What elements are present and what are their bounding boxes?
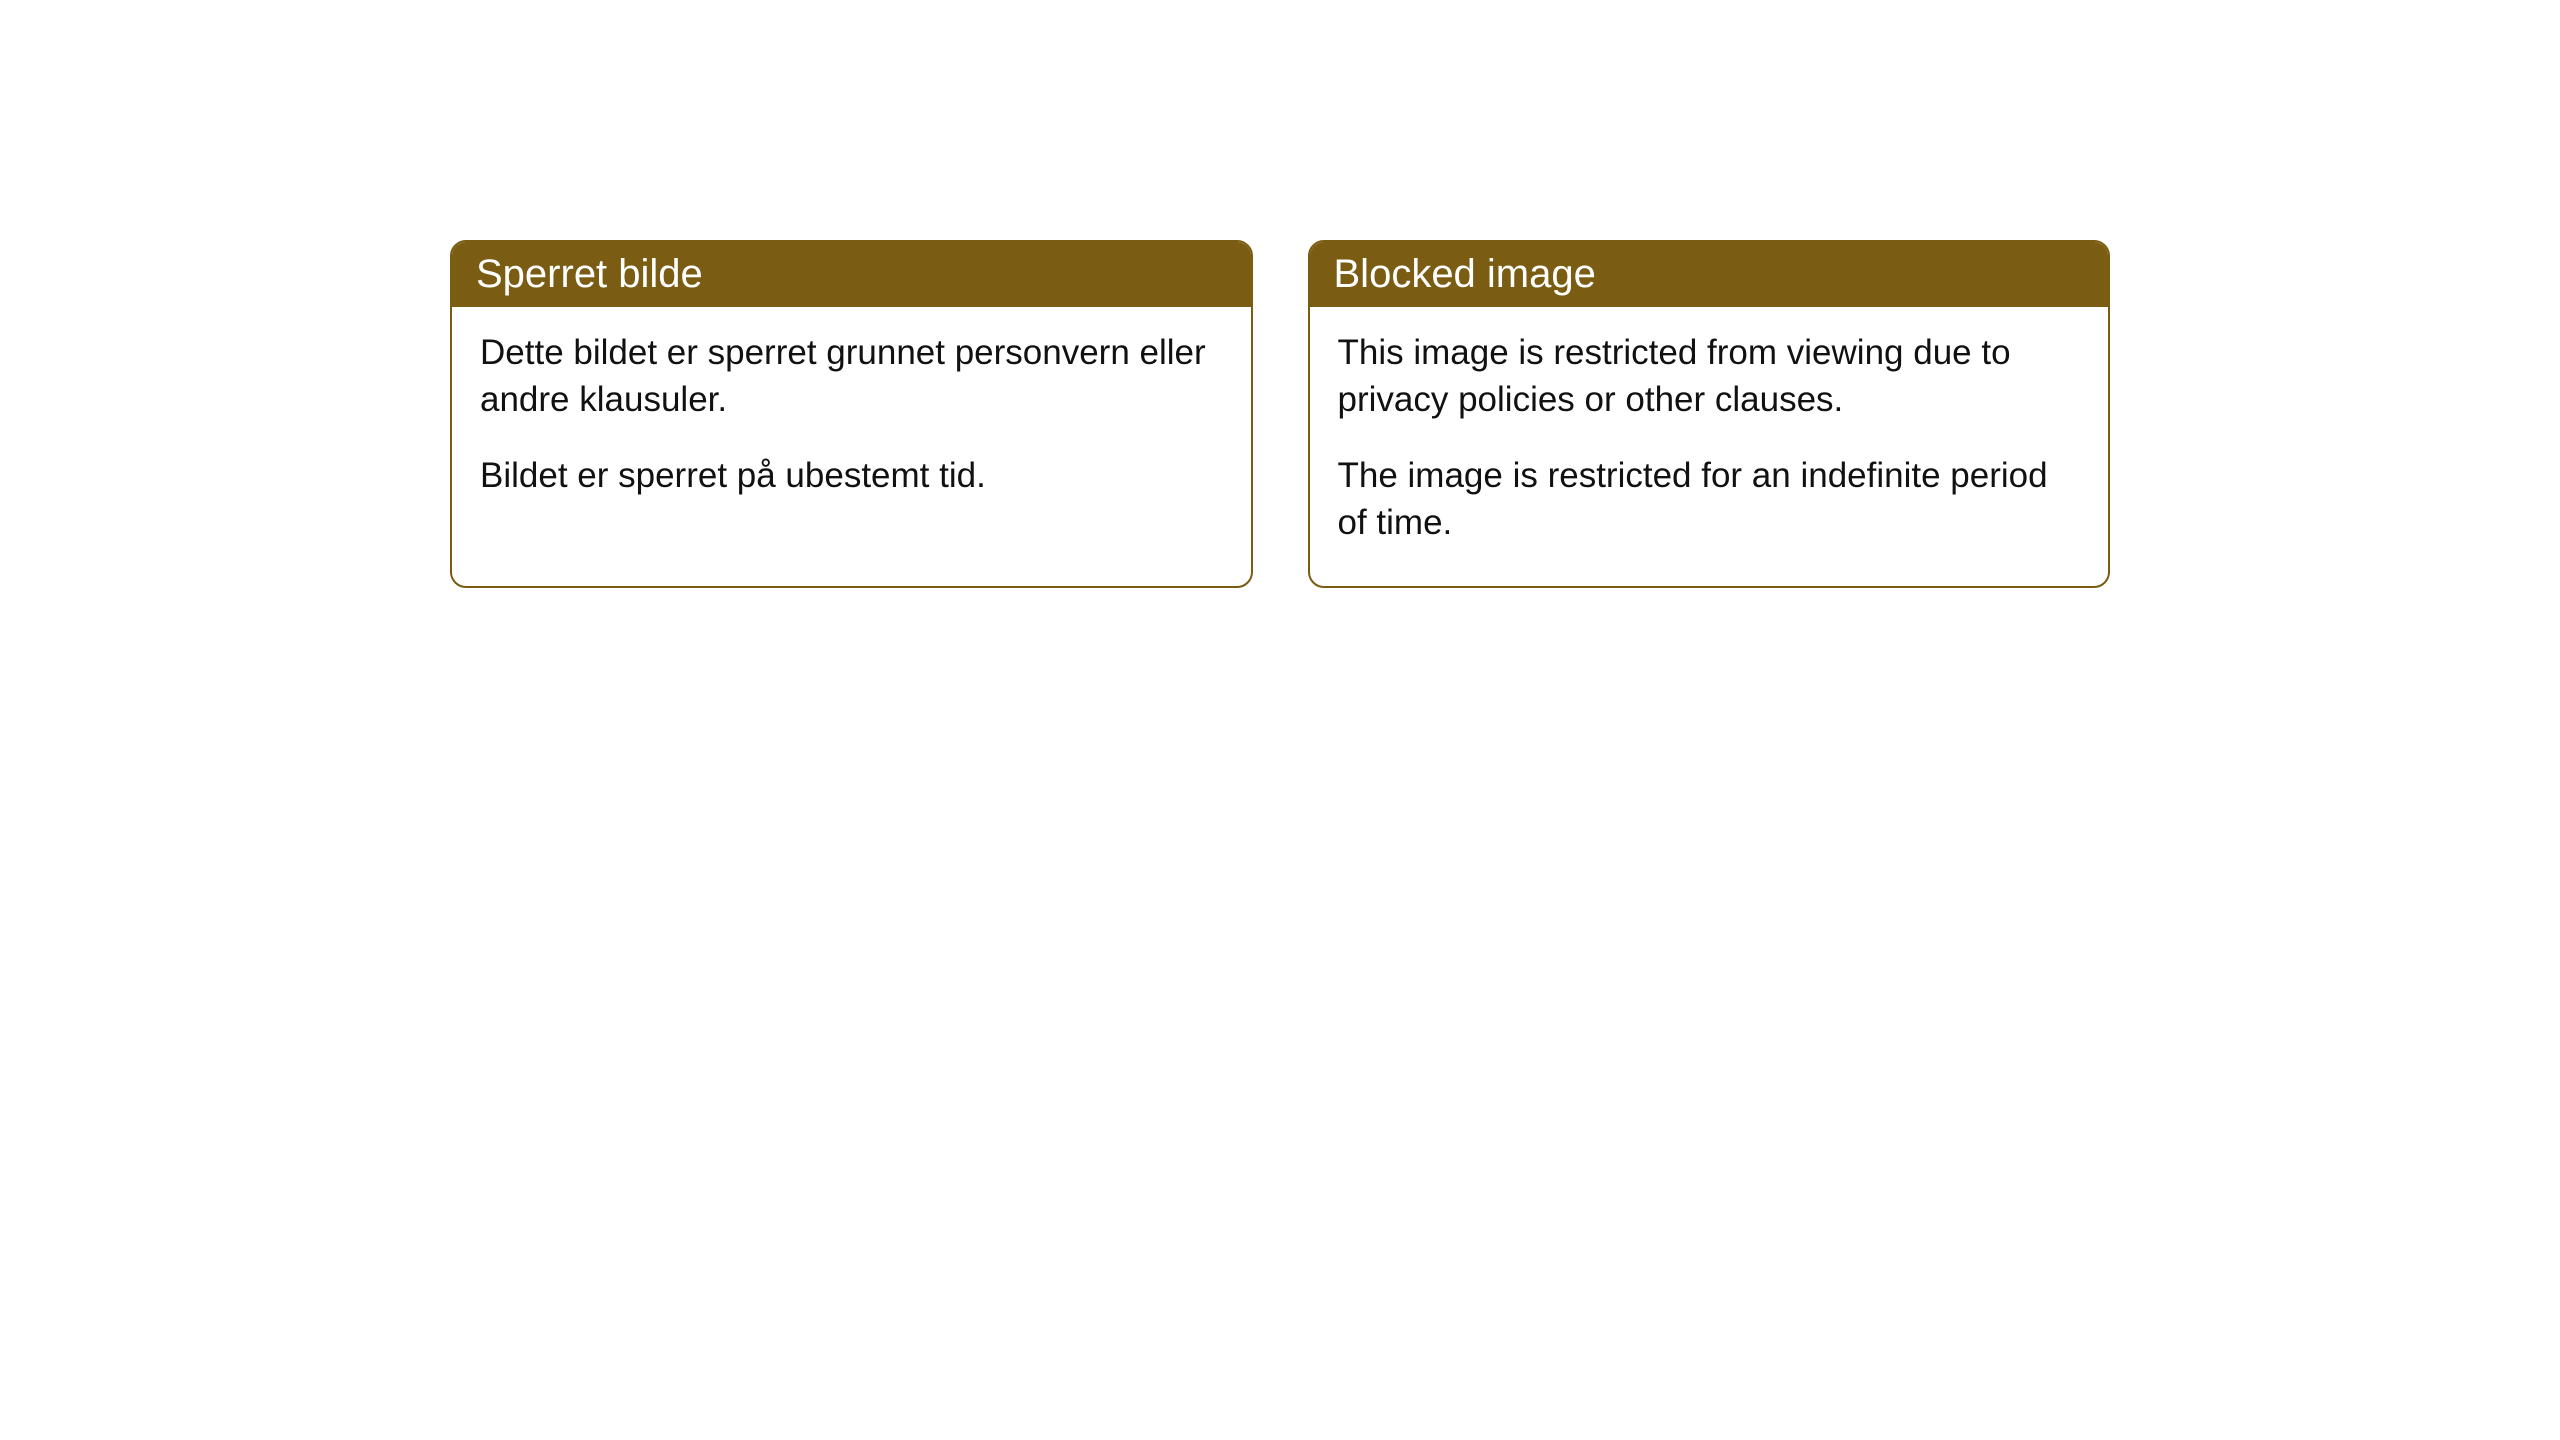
card-paragraph-1: Dette bildet er sperret grunnet personve…: [480, 329, 1223, 424]
card-body-norwegian: Dette bildet er sperret grunnet personve…: [452, 307, 1251, 539]
card-paragraph-1: This image is restricted from viewing du…: [1338, 329, 2081, 424]
blocked-image-card-norwegian: Sperret bilde Dette bildet er sperret gr…: [450, 240, 1253, 588]
card-title: Blocked image: [1334, 252, 1596, 296]
card-body-english: This image is restricted from viewing du…: [1310, 307, 2109, 586]
card-header-norwegian: Sperret bilde: [452, 242, 1251, 307]
cards-container: Sperret bilde Dette bildet er sperret gr…: [450, 240, 2110, 588]
blocked-image-card-english: Blocked image This image is restricted f…: [1308, 240, 2111, 588]
card-paragraph-2: The image is restricted for an indefinit…: [1338, 452, 2081, 547]
card-header-english: Blocked image: [1310, 242, 2109, 307]
card-title: Sperret bilde: [476, 252, 703, 296]
card-paragraph-2: Bildet er sperret på ubestemt tid.: [480, 452, 1223, 499]
